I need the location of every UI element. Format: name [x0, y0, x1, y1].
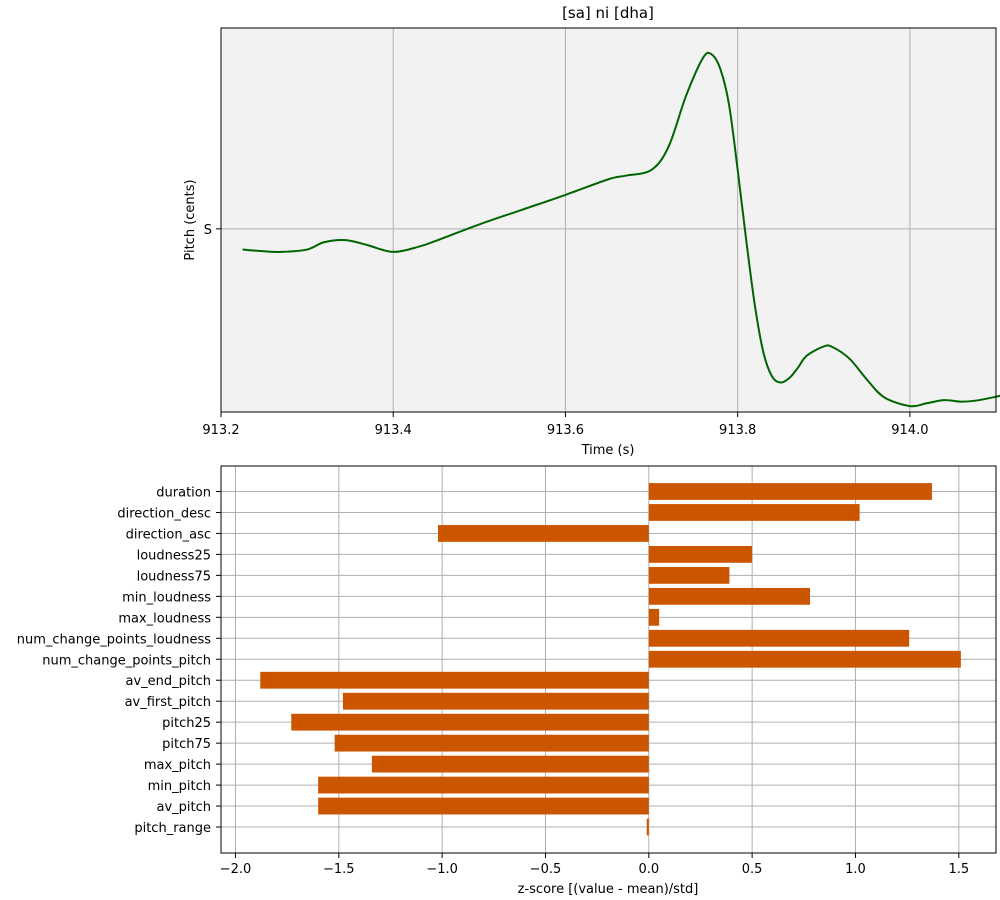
bar-av-end-pitch — [260, 671, 649, 689]
plot-background — [221, 28, 996, 412]
bar-pitch75 — [334, 734, 649, 752]
x-tick-label: 913.2 — [202, 423, 239, 438]
category-label: num_change_points_pitch — [42, 653, 211, 668]
x-axis-label: z-score [(value - mean)/std] — [518, 882, 699, 897]
bar-av-first-pitch — [342, 692, 649, 710]
x-tick-label: −0.5 — [530, 862, 562, 877]
y-axis-ticks: duration direction_desc direction_ascloudn… — [17, 486, 221, 836]
x-tick-label: −2.0 — [220, 862, 252, 877]
bar-pitch25 — [291, 713, 649, 731]
y-axis-ticks: S — [204, 223, 221, 238]
category-label: num_change_points_loudness — [17, 632, 211, 647]
category-label: pitch_range — [134, 821, 211, 836]
x-tick-label: −1.5 — [323, 862, 355, 877]
category-label: max_loudness — [118, 611, 211, 626]
bar-max-loudness — [648, 608, 660, 626]
bars — [260, 483, 961, 836]
x-axis-ticks: −2.0 −1.5 −1.0 −0.5 0.0 0.5 1.0 1.5 — [220, 853, 969, 877]
bar-min-pitch — [318, 776, 649, 794]
zscore-bar-chart: −2.0 −1.5 −1.0 −0.5 0.0 0.5 1.0 1.5 duration dir… — [17, 465, 997, 897]
bar-pitch-range — [646, 818, 649, 836]
bar-direction-asc — [438, 525, 649, 542]
category-label: min_loudness — [122, 590, 211, 605]
bar-min-loudness — [648, 587, 810, 605]
bar-loudness75 — [648, 566, 730, 584]
y-axis-label: Pitch (cents) — [183, 179, 198, 260]
x-tick-label: 913.4 — [375, 423, 412, 438]
category-label: av_first_pitch — [125, 695, 211, 710]
x-tick-label: 913.8 — [719, 423, 756, 438]
x-axis-label: Time (s) — [581, 443, 635, 458]
category-label: pitch25 — [162, 716, 211, 731]
category-label: max_pitch — [144, 758, 211, 773]
y-tick-label: S — [204, 223, 212, 238]
x-tick-label: 1.0 — [845, 862, 866, 877]
chart-title: [sa] ni [dha] — [562, 4, 654, 22]
bar-loudness25 — [648, 546, 753, 563]
bar-direction-desc — [648, 504, 860, 521]
x-tick-label: 0.5 — [742, 862, 763, 877]
bar-av-pitch — [318, 797, 649, 815]
x-tick-label: 913.6 — [547, 423, 584, 438]
category-label: av_end_pitch — [126, 674, 212, 689]
bar-duration — [648, 483, 932, 500]
pitch-contour-chart: 913.2 913.4 913.6 913.8 914.0 S [sa] ni [dha… — [183, 4, 1000, 458]
bar-num-change-points-pitch — [648, 650, 961, 668]
bar-max-pitch — [371, 755, 649, 773]
x-axis-ticks: 913.2 913.4 913.6 913.8 914.0 — [202, 412, 928, 438]
series-line-pitch — [242, 51, 1000, 408]
x-tick-label: 914.0 — [891, 423, 928, 438]
category-label: pitch75 — [162, 737, 211, 752]
bar-num-change-points-loudness — [648, 629, 910, 647]
category-label: av_pitch — [156, 800, 211, 815]
plot-frame — [220, 27, 997, 413]
category-label: loudness25 — [137, 548, 211, 563]
x-tick-label: 0.0 — [638, 862, 659, 877]
category-label: loudness75 — [137, 569, 211, 584]
x-tick-label: −1.0 — [426, 862, 458, 877]
category-label: duration — [156, 486, 211, 501]
category-label: direction_asc — [126, 527, 211, 542]
grid-lines — [220, 28, 996, 412]
category-label: direction_desc — [117, 506, 211, 521]
category-label: min_pitch — [148, 779, 211, 794]
x-tick-label: 1.5 — [948, 862, 969, 877]
